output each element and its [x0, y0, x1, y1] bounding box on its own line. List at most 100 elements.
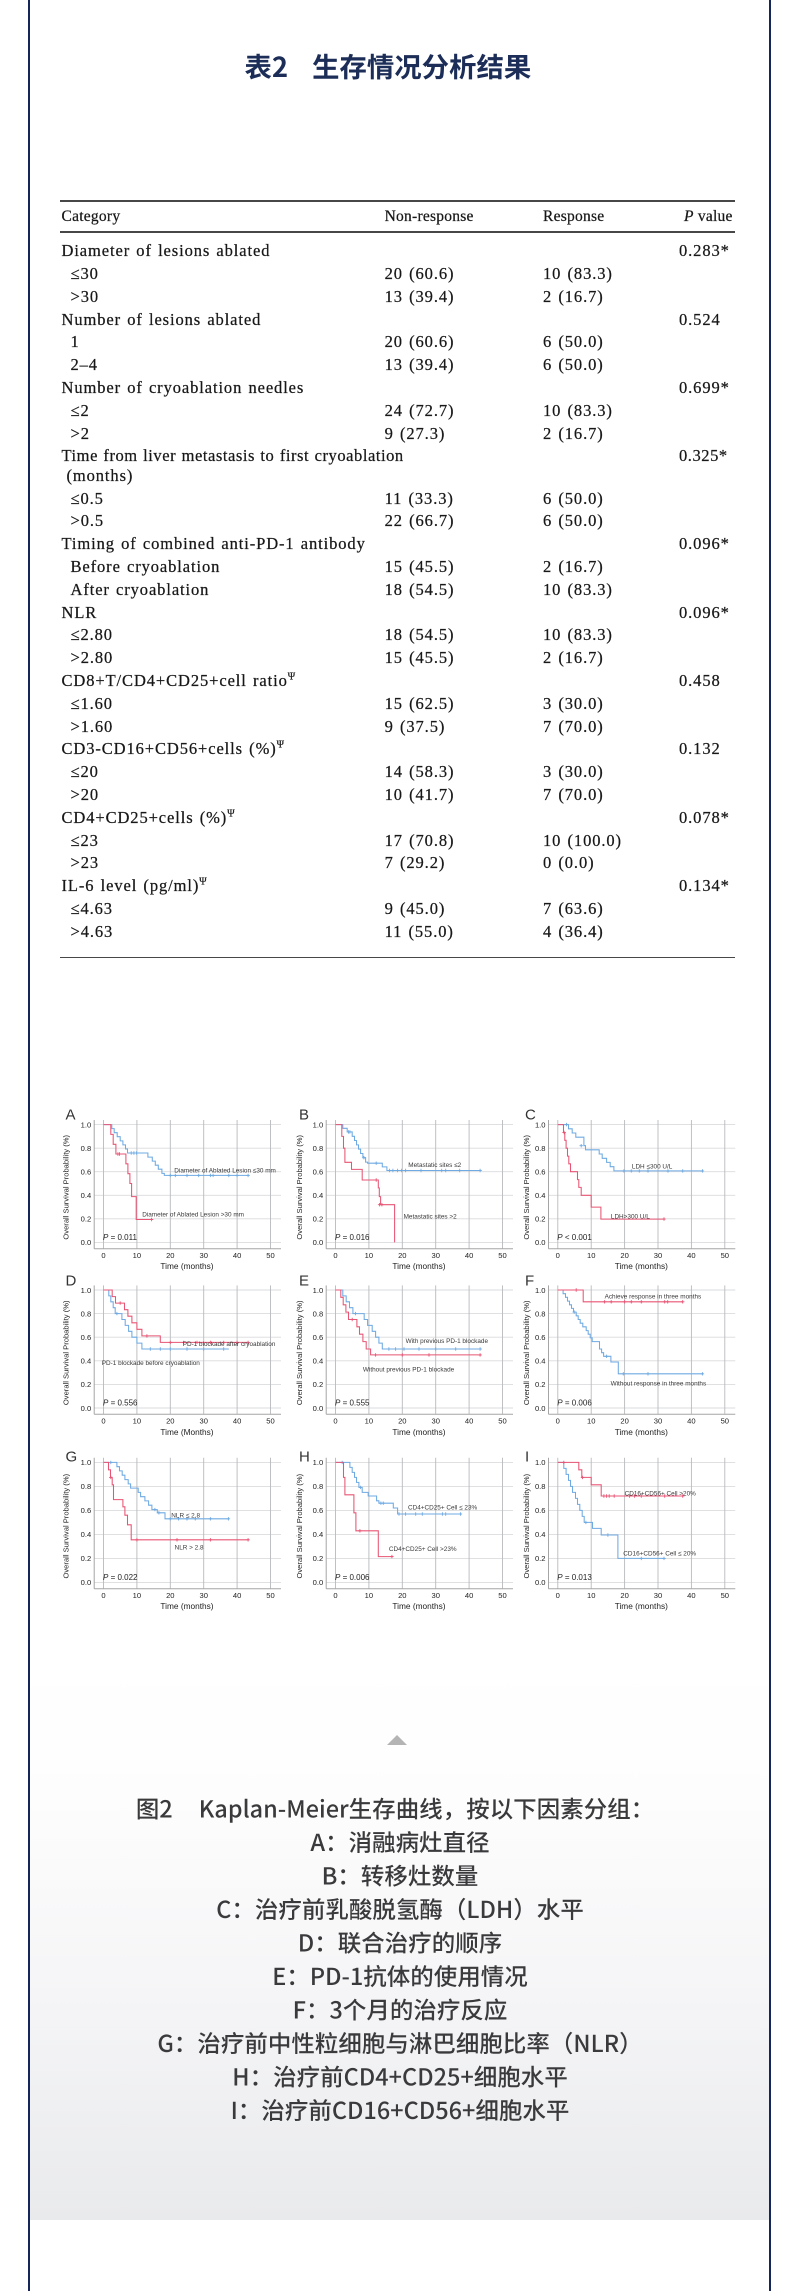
svg-text:40: 40	[687, 1591, 695, 1600]
svg-text:30: 30	[199, 1251, 207, 1260]
svg-text:0.6: 0.6	[313, 1333, 324, 1342]
svg-text:0.6: 0.6	[81, 1333, 92, 1342]
svg-text:PD-1 blockade after cryoablati: PD-1 blockade after cryoablation	[183, 1341, 276, 1348]
svg-text:20: 20	[620, 1417, 628, 1426]
svg-text:1.0: 1.0	[313, 1120, 324, 1129]
svg-text:0.2: 0.2	[535, 1380, 546, 1389]
svg-text:Overall Survival Probability (: Overall Survival Probability (%)	[62, 1300, 71, 1405]
svg-text:20: 20	[398, 1251, 406, 1260]
svg-text:Time (months): Time (months)	[392, 1427, 445, 1437]
svg-text:Achieve response in three mont: Achieve response in three months	[605, 1294, 702, 1301]
svg-text:10: 10	[133, 1417, 141, 1426]
svg-text:P = 0.556: P = 0.556	[103, 1399, 138, 1408]
svg-text:Time (months): Time (months)	[615, 1601, 668, 1611]
svg-text:P = 0.006: P = 0.006	[557, 1399, 592, 1408]
svg-text:PD-1 blockade before cryoablat: PD-1 blockade before cryoablation	[102, 1360, 200, 1367]
svg-text:10: 10	[587, 1417, 595, 1426]
svg-text:10: 10	[133, 1251, 141, 1260]
svg-text:1.0: 1.0	[313, 1458, 324, 1467]
svg-text:NLR ≤ 2.8: NLR ≤ 2.8	[171, 1513, 200, 1520]
svg-text:1.0: 1.0	[81, 1120, 92, 1129]
svg-text:LDH ≤300 U/L: LDH ≤300 U/L	[632, 1163, 673, 1170]
svg-text:0.2: 0.2	[81, 1380, 92, 1389]
svg-text:0: 0	[556, 1591, 560, 1600]
svg-text:0.8: 0.8	[535, 1144, 546, 1153]
svg-text:NLR > 2.8: NLR > 2.8	[175, 1545, 204, 1552]
svg-text:10: 10	[587, 1591, 595, 1600]
svg-text:20: 20	[166, 1417, 174, 1426]
svg-text:P = 0.006: P = 0.006	[335, 1573, 370, 1582]
svg-text:0.2: 0.2	[313, 1380, 324, 1389]
svg-text:50: 50	[266, 1251, 274, 1260]
svg-text:20: 20	[166, 1591, 174, 1600]
svg-text:G: G	[66, 1449, 78, 1466]
svg-text:50: 50	[721, 1251, 729, 1260]
svg-text:0.4: 0.4	[313, 1191, 324, 1200]
svg-text:0.6: 0.6	[535, 1168, 546, 1177]
svg-text:20: 20	[398, 1591, 406, 1600]
svg-text:Time (months): Time (months)	[392, 1601, 445, 1611]
svg-text:0.4: 0.4	[535, 1357, 546, 1366]
svg-text:Overall Survival Probability (: Overall Survival Probability (%)	[295, 1135, 304, 1240]
svg-text:Time (months): Time (months)	[615, 1261, 668, 1271]
svg-text:Diameter of Ablated Lesion >30: Diameter of Ablated Lesion >30 mm	[142, 1211, 244, 1218]
svg-text:0.4: 0.4	[535, 1191, 546, 1200]
svg-text:0: 0	[333, 1417, 337, 1426]
svg-text:0.2: 0.2	[535, 1554, 546, 1563]
svg-text:Without previous PD-1 blockade: Without previous PD-1 blockade	[363, 1366, 455, 1373]
svg-text:0: 0	[333, 1591, 337, 1600]
svg-text:0.8: 0.8	[81, 1144, 92, 1153]
svg-text:Time (months): Time (months)	[160, 1601, 213, 1611]
svg-text:20: 20	[166, 1251, 174, 1260]
svg-text:Without response in three mont: Without response in three months	[611, 1381, 707, 1388]
svg-text:Overall Survival Probability (: Overall Survival Probability (%)	[522, 1300, 531, 1405]
svg-text:P = 0.013: P = 0.013	[557, 1573, 592, 1582]
svg-text:CD16+CD56+ Cell ≤ 20%: CD16+CD56+ Cell ≤ 20%	[623, 1551, 696, 1558]
svg-text:CD4+CD25+ Cell >23%: CD4+CD25+ Cell >23%	[389, 1546, 457, 1553]
svg-text:Time (months): Time (months)	[615, 1427, 668, 1437]
svg-text:0.8: 0.8	[81, 1482, 92, 1491]
svg-text:0.4: 0.4	[81, 1191, 92, 1200]
svg-text:0.8: 0.8	[313, 1309, 324, 1318]
svg-text:Time (months): Time (months)	[160, 1261, 213, 1271]
svg-text:With previous PD-1 blockade: With previous PD-1 blockade	[406, 1338, 489, 1345]
svg-text:Metastatic sites ≤2: Metastatic sites ≤2	[408, 1162, 461, 1169]
svg-text:0.4: 0.4	[535, 1530, 546, 1539]
svg-text:40: 40	[233, 1417, 241, 1426]
svg-text:Overall Survival Probability (: Overall Survival Probability (%)	[522, 1135, 531, 1240]
svg-text:40: 40	[465, 1251, 473, 1260]
svg-text:Metastatic sites >2: Metastatic sites >2	[404, 1213, 458, 1220]
svg-text:0.2: 0.2	[313, 1215, 324, 1224]
svg-text:0.8: 0.8	[535, 1482, 546, 1491]
svg-text:20: 20	[620, 1591, 628, 1600]
svg-text:10: 10	[587, 1251, 595, 1260]
svg-text:0.6: 0.6	[81, 1168, 92, 1177]
svg-text:40: 40	[233, 1251, 241, 1260]
svg-text:0.6: 0.6	[313, 1168, 324, 1177]
svg-text:A: A	[66, 1106, 76, 1123]
svg-text:Overall Survival Probability (: Overall Survival Probability (%)	[62, 1135, 71, 1240]
svg-text:H: H	[299, 1449, 310, 1466]
svg-text:1.0: 1.0	[81, 1286, 92, 1295]
svg-text:50: 50	[266, 1591, 274, 1600]
svg-text:0.4: 0.4	[81, 1530, 92, 1539]
svg-text:P < 0.001: P < 0.001	[557, 1233, 592, 1242]
svg-text:0.0: 0.0	[535, 1404, 546, 1413]
svg-text:10: 10	[365, 1591, 373, 1600]
svg-text:0: 0	[333, 1251, 337, 1260]
svg-text:Overall Survival Probability (: Overall Survival Probability (%)	[62, 1473, 71, 1578]
svg-text:1.0: 1.0	[313, 1286, 324, 1295]
svg-text:E: E	[299, 1272, 309, 1289]
svg-text:Overall Survival Probability (: Overall Survival Probability (%)	[295, 1300, 304, 1405]
svg-text:0: 0	[556, 1417, 560, 1426]
svg-text:0: 0	[556, 1251, 560, 1260]
svg-text:0.4: 0.4	[313, 1357, 324, 1366]
svg-text:I: I	[525, 1449, 529, 1466]
svg-text:0.0: 0.0	[313, 1578, 324, 1587]
svg-text:0.0: 0.0	[313, 1238, 324, 1247]
svg-text:0.0: 0.0	[81, 1578, 92, 1587]
svg-text:Time (Months): Time (Months)	[160, 1427, 213, 1437]
svg-text:0.2: 0.2	[313, 1554, 324, 1563]
svg-text:0.8: 0.8	[313, 1482, 324, 1491]
svg-text:30: 30	[431, 1251, 439, 1260]
